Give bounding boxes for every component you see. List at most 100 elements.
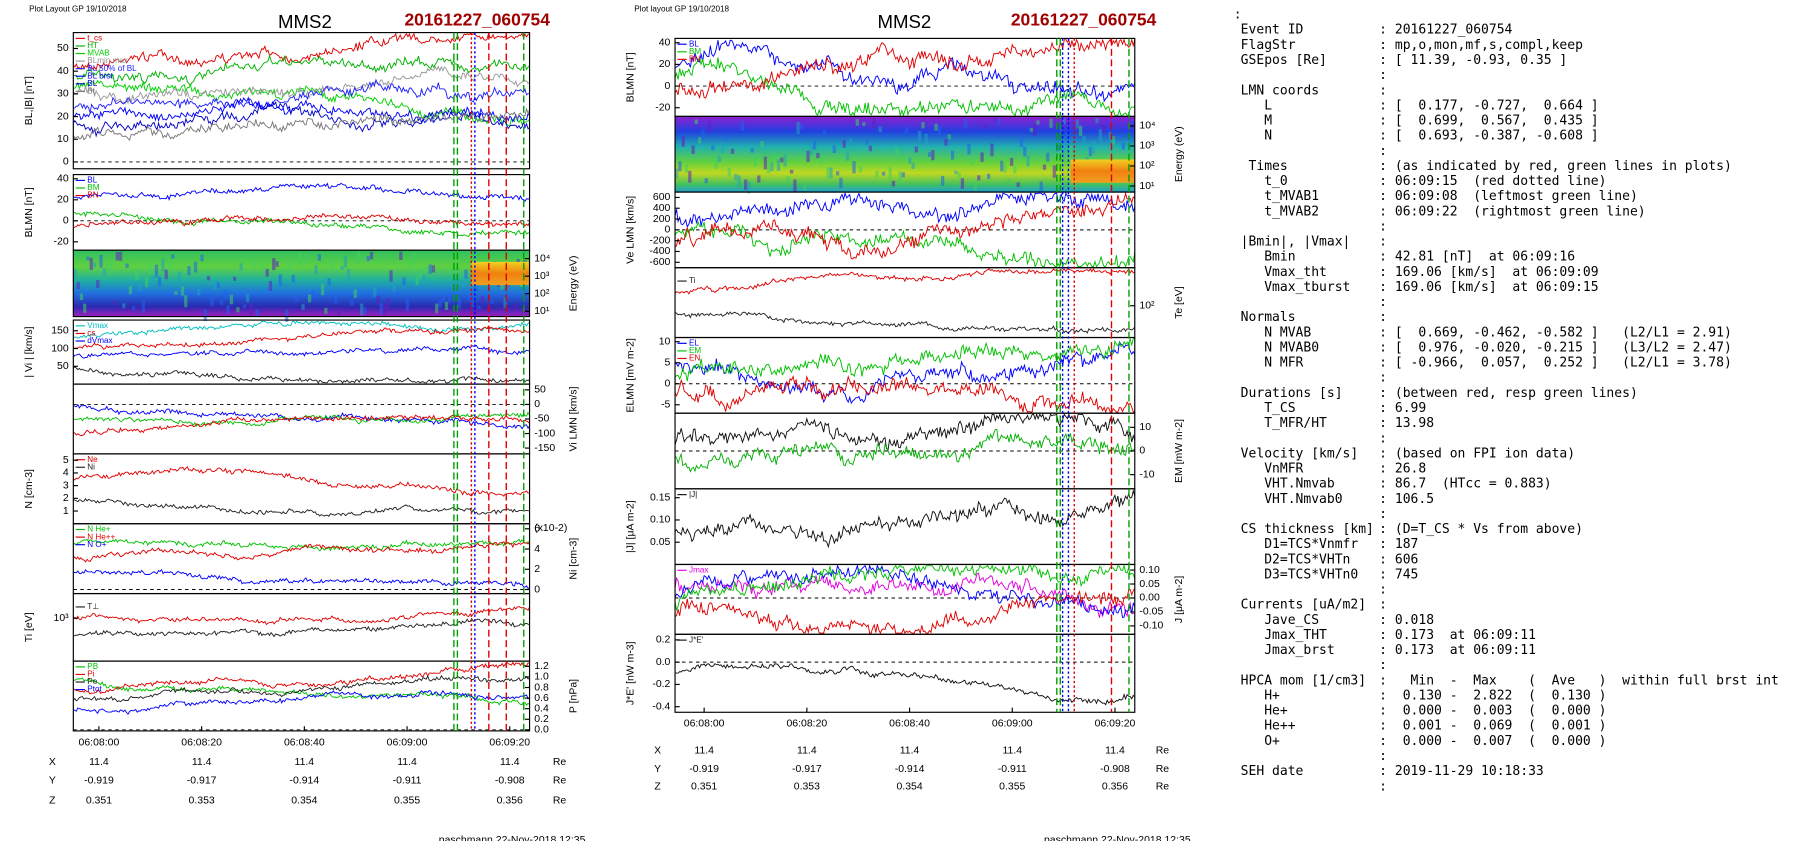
spectrogram-noise — [1013, 166, 1017, 174]
spectrogram-noise — [356, 250, 361, 263]
spectrogram-noise — [766, 160, 771, 174]
spectrogram-noise — [908, 157, 912, 164]
spectrogram-noise — [327, 278, 331, 286]
trace — [674, 374, 1135, 414]
position-value: 11.4 — [694, 745, 714, 756]
position-value: 11.4 — [900, 745, 920, 756]
position-unit: Re — [1156, 764, 1170, 775]
spectrogram-noise — [947, 134, 951, 140]
legend-label: HT — [87, 41, 98, 50]
position-unit: Re — [1156, 782, 1170, 793]
position-label: X — [654, 745, 661, 756]
spectrogram-noise — [822, 129, 827, 138]
spectrogram-noise — [750, 148, 754, 153]
legend-label: Ne — [87, 455, 98, 464]
spectrogram-noise — [320, 283, 325, 296]
spectrogram-noise — [474, 284, 478, 292]
spectrogram-noise — [76, 282, 80, 290]
spectrogram-noise — [83, 303, 87, 313]
spectrogram-noise — [395, 292, 400, 297]
spectrogram-noise — [272, 258, 276, 271]
spectrogram-noise — [467, 294, 471, 302]
y-tick-label: -150 — [534, 443, 555, 454]
spectrogram-noise — [324, 307, 328, 314]
spectrogram-noise — [760, 141, 764, 147]
y-tick-label: 0 — [1139, 446, 1145, 457]
position-label: Y — [654, 764, 661, 775]
spectrogram-noise — [1062, 118, 1066, 125]
y-axis-label: P [nPa] — [569, 679, 580, 713]
legend-label: BL — [689, 39, 699, 48]
spectrogram-noise — [464, 269, 468, 279]
legend-label: PB — [87, 662, 98, 671]
info-key: N MVAB — [1241, 325, 1312, 340]
spectrogram-noise — [210, 296, 214, 307]
info-key: D1=TCS*Vnmfr — [1241, 537, 1359, 552]
spectrogram-hot — [1070, 159, 1135, 183]
info-value: : 06:09:15 (red dotted line) — [1379, 174, 1606, 189]
info-key: H+ — [1241, 688, 1280, 703]
y-tick-label: 40 — [57, 174, 69, 185]
spectrogram-noise — [265, 268, 269, 277]
spectrogram-noise — [996, 118, 1001, 126]
axis-note: (x10-2) — [534, 523, 567, 534]
spectrogram-noise — [311, 289, 315, 299]
spectrogram-noise — [786, 176, 790, 183]
spectrogram-noise — [980, 152, 984, 162]
position-label: Z — [49, 795, 56, 806]
info-value: : — [1379, 598, 1387, 613]
spectrogram-noise — [109, 262, 113, 273]
info-value: : 20161227_060754 — [1379, 23, 1512, 38]
position-value: -0.919 — [84, 776, 114, 787]
spectrogram-noise — [1088, 147, 1093, 157]
spectrogram-noise — [691, 145, 695, 154]
position-value: -0.917 — [187, 776, 217, 787]
position-value: -0.914 — [290, 776, 320, 787]
spectrogram-noise — [678, 161, 682, 172]
spectrogram-hot — [471, 261, 530, 286]
spectrogram-noise — [865, 140, 869, 145]
y-tick-label: -5 — [661, 400, 670, 411]
layout-title: Plot layout GP 19/10/2018 — [634, 4, 729, 13]
spectrogram-noise — [688, 170, 692, 183]
info-value: : [ 0.669, -0.462, -0.582 ] (L2/L1 = 2.9… — [1379, 325, 1732, 340]
info-value: : — [1379, 83, 1387, 98]
event-id: 20161227_060754 — [1011, 10, 1157, 30]
y-axis-label: | Vi | [km/s] — [24, 326, 35, 377]
y-tick-label: 10 — [1139, 422, 1151, 433]
position-value: 11.4 — [1002, 745, 1022, 756]
legend-label: MVAB — [87, 49, 109, 58]
position-value: 0.354 — [291, 795, 317, 806]
spectrogram-noise — [242, 304, 247, 309]
spectrogram-noise — [1006, 178, 1010, 183]
y-tick-label: 0.0 — [656, 657, 671, 668]
position-value: 0.354 — [896, 782, 922, 793]
spectrogram-noise — [901, 172, 905, 178]
spectrogram-noise — [1029, 127, 1033, 132]
spectrogram-noise — [193, 261, 198, 273]
spectrogram-noise — [714, 157, 718, 169]
info-value: : (based on FPI ion data) — [1379, 446, 1575, 461]
spectrogram-noise — [819, 157, 823, 165]
spectrogram-noise — [789, 169, 794, 174]
x-tick-label: 06:08:40 — [284, 737, 325, 748]
y-tick-label: -0.10 — [1139, 621, 1163, 632]
spectrogram-noise — [868, 145, 873, 152]
info-key: VHT.Nmvab0 — [1241, 492, 1343, 507]
spectrogram-noise — [727, 167, 731, 177]
trace — [674, 191, 1136, 229]
spectrogram-noise — [470, 298, 475, 308]
trace — [674, 57, 1135, 118]
plot: Plot layout GP 19/10/2018 MMS2 20161227_06… — [626, 4, 1191, 841]
footer: paschmann 22-Nov-2018 12:35 — [1044, 835, 1191, 841]
info-value: : (between red, resp green lines) — [1379, 386, 1638, 401]
spectrogram-noise — [957, 172, 961, 178]
spectrogram-noise — [1026, 155, 1030, 167]
info-key: Currents [uA/m2] — [1241, 598, 1366, 613]
info-key: Jmax_THT — [1241, 628, 1327, 643]
info-key: |Bmin|, |Vmax| — [1241, 235, 1351, 250]
x-tick-label: 06:09:20 — [489, 737, 530, 748]
info-value: : 0.001 - 0.069 ( 0.001 ) — [1379, 719, 1606, 734]
spectrogram-noise — [987, 173, 991, 180]
spectrogram-noise — [1101, 124, 1106, 134]
